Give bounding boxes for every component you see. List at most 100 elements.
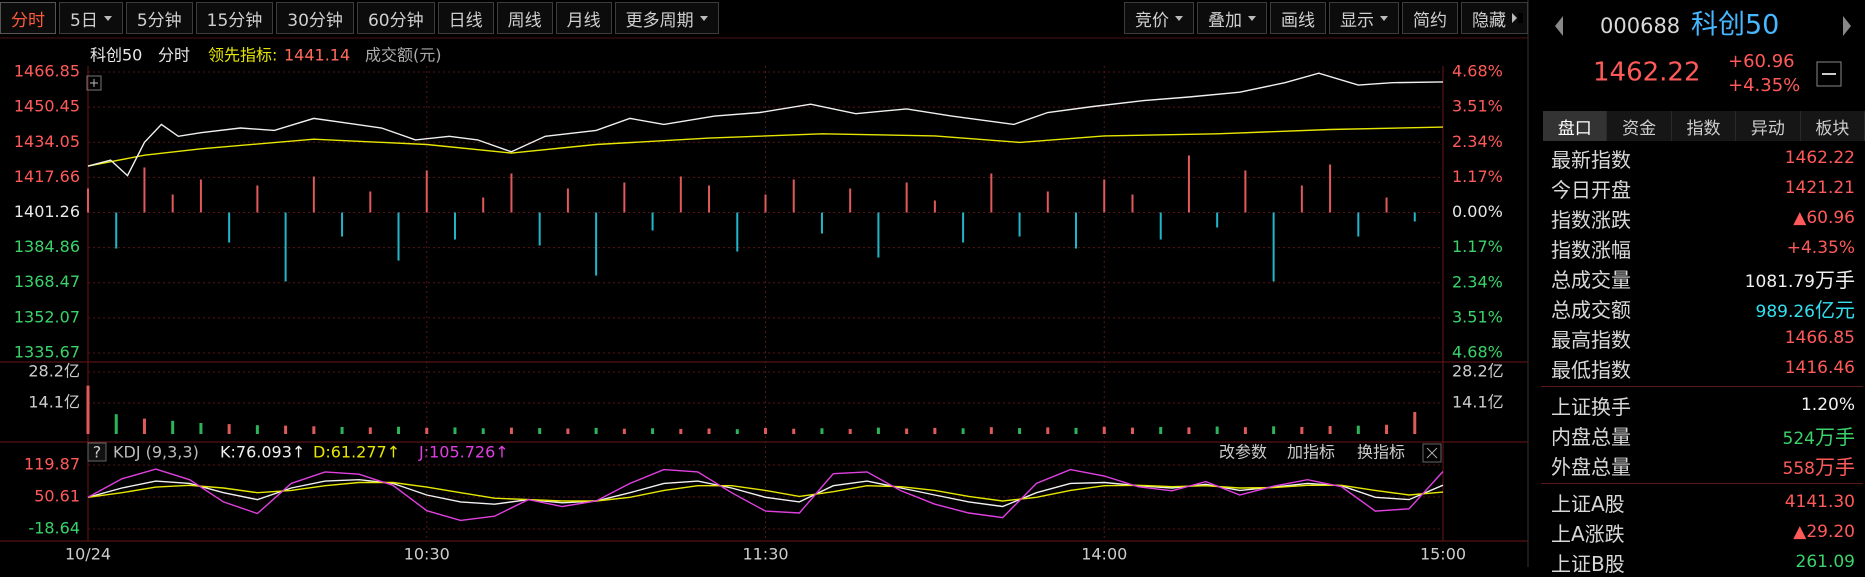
- button-label: 更多周期: [625, 10, 694, 31]
- quote-row: 今日开盘 1421.21: [1541, 173, 1863, 203]
- name: 科创50: [1691, 10, 1779, 41]
- row-value: 261.09: [1795, 552, 1855, 572]
- separator: [1541, 483, 1863, 484]
- toolbar-button[interactable]: 日线: [437, 2, 494, 34]
- y-tick-label: 14.1亿: [28, 393, 80, 412]
- toolbar-button[interactable]: 5分钟: [125, 2, 193, 34]
- tab[interactable]: 盘口: [1543, 111, 1608, 141]
- row-value-box: +4.35%: [1787, 238, 1855, 258]
- kdj-action[interactable]: 改参数: [1219, 443, 1267, 462]
- x-tick-label: 10:30: [404, 545, 450, 564]
- tab[interactable]: 板块: [1800, 111, 1865, 141]
- quote-row: 最低指数 1416.46: [1541, 353, 1863, 383]
- quote-row: 总成交量 1081.79万手: [1541, 263, 1863, 293]
- y2-tick-label: 3.51%: [1452, 307, 1503, 326]
- y-tick-label: 1466.85: [14, 62, 80, 81]
- kdj-title: KDJ (9,3,3): [113, 443, 199, 462]
- toolbar-button[interactable]: 更多周期: [614, 2, 719, 34]
- next-arrow[interactable]: [1843, 16, 1851, 36]
- button-label: 月线: [566, 10, 601, 31]
- volume-bar: [171, 420, 175, 434]
- row-unit: 亿元: [1815, 297, 1855, 322]
- quote-row: 总成交额 989.26亿元: [1541, 293, 1863, 323]
- toolbar-button[interactable]: 30分钟: [276, 2, 354, 34]
- button-label: 30分钟: [287, 10, 343, 31]
- volume-bar: [933, 427, 937, 434]
- kdj-action[interactable]: 换指标: [1357, 443, 1405, 462]
- y2-tick-label: 2.34%: [1452, 272, 1503, 291]
- volume-bar: [961, 428, 965, 434]
- volume-bar: [820, 428, 824, 434]
- button-label: 5日: [70, 10, 98, 31]
- tab[interactable]: 异动: [1736, 111, 1801, 141]
- toolbar-button[interactable]: 简约: [1402, 2, 1458, 34]
- toolbar-button[interactable]: 隐藏: [1461, 2, 1528, 34]
- button-label: 简约: [1413, 10, 1447, 31]
- toolbar-button[interactable]: 5日: [59, 2, 123, 34]
- y-tick-label: 1401.26: [14, 202, 80, 221]
- price: 1462.22: [1593, 58, 1701, 88]
- y-tick-label: 1417.66: [14, 167, 80, 186]
- row-value: 524: [1782, 428, 1815, 449]
- row-value-box: ▲60.96: [1793, 208, 1855, 228]
- quote-row: 指数涨跌 ▲60.96: [1541, 203, 1863, 233]
- row-label: 总成交额: [1551, 297, 1631, 322]
- tab[interactable]: 资金: [1607, 111, 1672, 141]
- row-value: ▲29.20: [1793, 522, 1855, 542]
- prev-arrow[interactable]: [1555, 16, 1563, 36]
- indicator-value: 1441.14: [284, 46, 350, 65]
- row-label: 指数涨跌: [1551, 207, 1631, 232]
- kdj-line: [87, 468, 1444, 522]
- toolbar-button[interactable]: 60分钟: [356, 2, 435, 34]
- volume-bar: [848, 428, 852, 434]
- toolbar-button[interactable]: 月线: [555, 2, 612, 34]
- toolbar-button[interactable]: 分时: [0, 2, 56, 34]
- toolbar-button[interactable]: 显示: [1329, 2, 1399, 34]
- row-label: 最高指数: [1551, 327, 1631, 352]
- y-tick-label: 1434.05: [14, 132, 80, 151]
- y-tick-label: -18.64: [28, 519, 80, 538]
- price-line: [87, 72, 1444, 177]
- row-value-box: 1462.22: [1785, 148, 1855, 168]
- volume-bar: [1046, 427, 1050, 434]
- volume-bar: [1018, 428, 1022, 434]
- y2-tick-label: 1.17%: [1452, 167, 1503, 186]
- x-tick-label: 10/24: [65, 545, 111, 564]
- toolbar-button[interactable]: 叠加: [1197, 2, 1267, 34]
- toolbar-button[interactable]: 画线: [1270, 2, 1326, 34]
- quote-row: 上证B股 261.09: [1541, 547, 1863, 577]
- row-value: ▲60.96: [1793, 208, 1855, 228]
- close-button[interactable]: [1422, 443, 1442, 463]
- toolbar-button[interactable]: 周线: [496, 2, 553, 34]
- kdj-action[interactable]: 加指标: [1287, 443, 1335, 462]
- volume-bar: [1159, 426, 1163, 434]
- minimize-button[interactable]: [1816, 61, 1842, 87]
- button-label: 显示: [1340, 10, 1374, 31]
- period-toolbar: 分时 5日 5分钟 15分钟 30分钟 60分钟 日线 周线 月线 更多周期: [0, 2, 719, 34]
- volume-bar: [397, 426, 401, 434]
- toolbar-button[interactable]: 15分钟: [195, 2, 274, 34]
- button-label: 5分钟: [136, 10, 182, 31]
- quote-row: 外盘总量 558万手: [1541, 450, 1863, 480]
- crosshair-button[interactable]: [86, 75, 102, 91]
- volume-bar: [1130, 427, 1134, 434]
- row-value-box: 4141.30: [1785, 492, 1855, 512]
- toolbar-button[interactable]: 竞价: [1124, 2, 1194, 34]
- row-value: 4141.30: [1784, 492, 1855, 512]
- y-tick-label: 28.2亿: [28, 362, 80, 381]
- volume-bar: [453, 427, 457, 434]
- row-label: 总成交量: [1551, 267, 1631, 292]
- quote-row: 上A涨跌 ▲29.20: [1541, 517, 1863, 547]
- quote-row: 最新指数 1462.22: [1541, 143, 1863, 173]
- row-label: 上证B股: [1551, 551, 1625, 576]
- x-tick-label: 14:00: [1081, 545, 1127, 564]
- y2-tick-label: 14.1亿: [1452, 393, 1504, 412]
- help-button[interactable]: [87, 442, 107, 462]
- row-value-box: 261.09: [1796, 552, 1855, 572]
- row-label: 今日开盘: [1551, 177, 1631, 202]
- row-unit: 万手: [1815, 267, 1855, 292]
- row-value: 558: [1782, 458, 1815, 479]
- tab[interactable]: 指数: [1671, 111, 1737, 141]
- button-label: 叠加: [1208, 10, 1242, 31]
- y-tick-label: 1335.67: [14, 343, 80, 362]
